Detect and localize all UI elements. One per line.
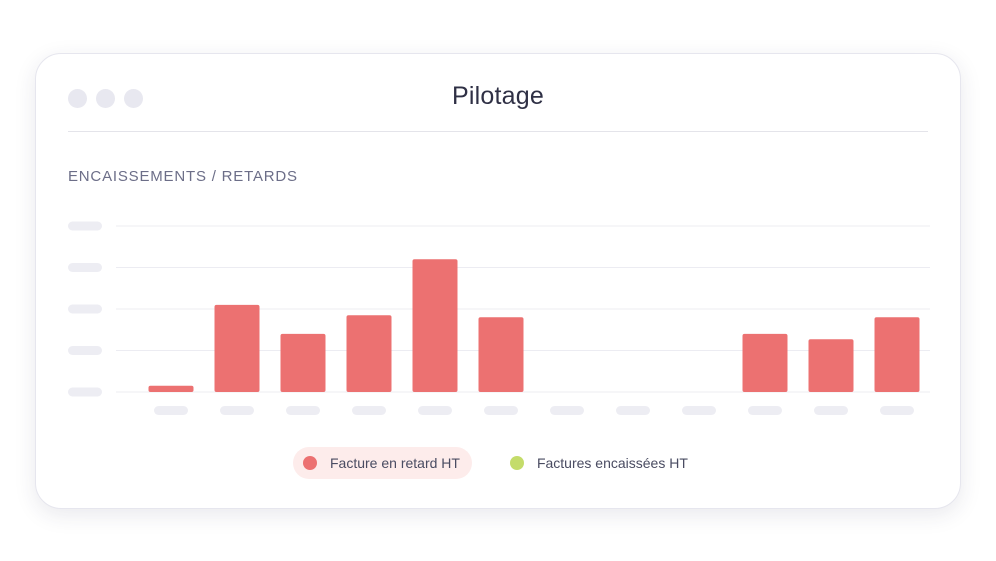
bar-0-1 xyxy=(214,304,260,392)
window-dot-1[interactable] xyxy=(68,89,87,108)
late-invoices-swatch xyxy=(303,456,317,470)
x-tick-label-7 xyxy=(616,406,650,415)
legend-item-late-invoices[interactable]: Facture en retard HT xyxy=(293,447,472,479)
bar-0-5 xyxy=(478,317,524,392)
bar-0-10 xyxy=(808,339,854,392)
chart-legend: Facture en retard HT Factures encaissées… xyxy=(293,447,700,479)
bar-0-2 xyxy=(280,333,326,392)
title-divider xyxy=(68,131,928,132)
chart-heading: ENCAISSEMENTS / RETARDS xyxy=(68,168,298,185)
x-tick-label-0 xyxy=(154,406,188,415)
bar-chart xyxy=(68,221,930,415)
bar-0-4 xyxy=(412,259,458,392)
window-title: Pilotage xyxy=(452,82,544,110)
window-controls xyxy=(68,89,143,108)
pilotage-card: Pilotage ENCAISSEMENTS / RETARDS Facture… xyxy=(35,53,961,509)
x-tick-label-5 xyxy=(484,406,518,415)
x-tick-label-9 xyxy=(748,406,782,415)
y-tick-label-1 xyxy=(68,346,102,355)
x-tick-label-2 xyxy=(286,406,320,415)
bar-0-11 xyxy=(874,317,920,392)
x-tick-label-8 xyxy=(682,406,716,415)
legend-label-collected-invoices: Factures encaissées HT xyxy=(536,455,688,471)
y-tick-label-4 xyxy=(68,221,102,231)
x-tick-label-6 xyxy=(550,406,584,415)
window-dot-3[interactable] xyxy=(124,89,143,108)
x-tick-label-11 xyxy=(880,406,914,415)
x-tick-label-4 xyxy=(418,406,452,415)
y-tick-label-0 xyxy=(68,387,102,397)
y-tick-label-2 xyxy=(68,304,102,314)
y-tick-label-3 xyxy=(68,263,102,272)
bar-0-0 xyxy=(148,385,194,392)
bar-0-9 xyxy=(742,333,788,392)
legend-label-late-invoices: Facture en retard HT xyxy=(330,455,460,471)
collected-invoices-swatch xyxy=(509,456,524,470)
x-tick-label-10 xyxy=(814,406,848,415)
window-dot-2[interactable] xyxy=(96,89,115,108)
x-tick-label-3 xyxy=(352,406,386,415)
x-tick-label-1 xyxy=(220,406,254,415)
legend-item-collected-invoices[interactable]: Factures encaissées HT xyxy=(500,447,700,479)
bar-0-3 xyxy=(346,315,392,392)
